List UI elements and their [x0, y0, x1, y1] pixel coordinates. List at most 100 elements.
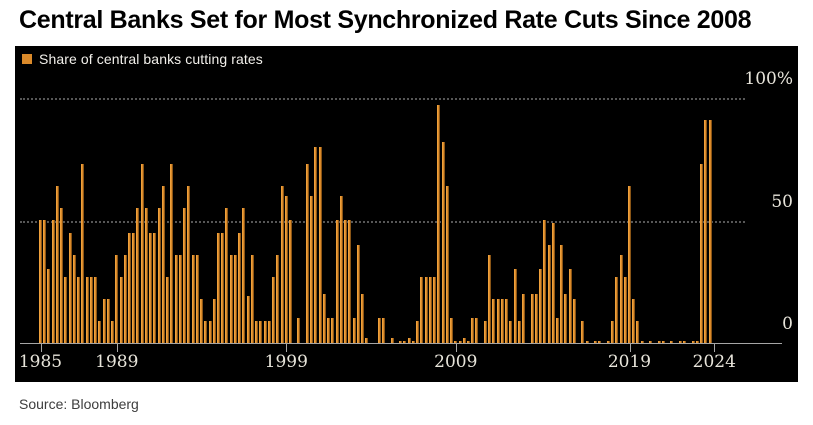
bar: [221, 233, 225, 343]
y-axis-label: 100%: [744, 69, 793, 89]
bar: [585, 341, 589, 343]
bar: [657, 341, 661, 343]
bar: [191, 255, 195, 343]
bar: [267, 321, 271, 343]
bar: [81, 164, 85, 343]
bar: [51, 220, 55, 343]
bar: [242, 208, 246, 343]
bar: [276, 255, 280, 343]
bar: [636, 321, 640, 343]
bar: [127, 233, 131, 343]
gridline-50: [20, 220, 745, 223]
bar: [454, 341, 458, 343]
x-tick: [116, 344, 118, 352]
bar: [170, 164, 174, 343]
bar: [628, 186, 631, 343]
chart-title: Central Banks Set for Most Synchronized …: [19, 6, 752, 34]
bar: [284, 196, 288, 343]
bar: [208, 321, 212, 343]
bar: [60, 208, 64, 343]
bar: [183, 208, 187, 343]
bar: [216, 233, 220, 343]
bar: [263, 321, 267, 343]
bar: [390, 338, 394, 343]
bar: [695, 341, 699, 343]
bar: [606, 341, 610, 343]
bar: [339, 196, 343, 343]
bar: [272, 277, 276, 343]
bar: [43, 220, 47, 343]
gridline-100: [20, 98, 745, 100]
bar: [233, 255, 237, 343]
bar: [344, 220, 348, 343]
source-note: Source: Bloomberg: [19, 396, 139, 412]
bar: [378, 318, 381, 343]
bar: [522, 294, 526, 343]
bar: [361, 294, 365, 343]
bar: [259, 321, 263, 343]
bar: [144, 208, 148, 343]
x-tick-label: 1999: [264, 352, 308, 372]
bar: [619, 255, 623, 343]
bar: [365, 338, 369, 343]
bar: [560, 245, 564, 343]
bar: [229, 255, 233, 343]
bar: [166, 277, 170, 343]
bar: [140, 164, 144, 343]
bar: [212, 299, 216, 343]
bar: [492, 299, 496, 343]
bar: [280, 186, 284, 343]
bar: [543, 220, 547, 343]
bar: [64, 277, 68, 343]
bar: [335, 220, 339, 343]
bar: [200, 299, 204, 343]
bar: [39, 220, 42, 343]
bar: [382, 318, 386, 343]
bar: [670, 341, 674, 343]
bar: [632, 299, 636, 343]
bar: [47, 269, 51, 343]
x-tick: [714, 344, 716, 352]
bar: [555, 318, 559, 343]
bar: [704, 120, 708, 343]
bar: [615, 277, 619, 343]
bar: [132, 233, 136, 343]
bar: [77, 277, 81, 343]
bar: [305, 164, 309, 343]
bar: [428, 277, 432, 343]
bar: [551, 223, 555, 343]
bar: [111, 321, 115, 343]
bar: [568, 269, 572, 343]
bar: [119, 277, 123, 343]
x-tick: [286, 344, 288, 352]
bar: [513, 269, 517, 343]
bar: [700, 164, 704, 343]
legend-label: Share of central banks cutting rates: [39, 51, 263, 67]
x-tick-label: 1985: [18, 352, 63, 372]
bar: [594, 341, 598, 343]
y-axis-label: 0: [782, 314, 793, 334]
y-axis-label: 50: [771, 191, 793, 212]
bar: [517, 321, 521, 343]
bar: [445, 186, 449, 343]
bar: [640, 341, 644, 343]
bar: [411, 341, 415, 343]
bar: [161, 186, 165, 343]
bar: [352, 318, 356, 343]
bar: [115, 255, 119, 343]
bar: [399, 341, 403, 343]
bar: [475, 318, 479, 343]
bar: [458, 341, 462, 343]
bar: [488, 255, 492, 343]
bar: [225, 208, 229, 343]
bar: [204, 321, 208, 343]
bar: [678, 341, 682, 343]
bar: [322, 294, 326, 343]
bar: [153, 233, 157, 343]
bar: [450, 318, 454, 343]
bar: [530, 294, 534, 343]
bar: [483, 321, 487, 343]
bar: [195, 255, 199, 343]
bar: [289, 220, 292, 343]
bar: [238, 233, 242, 343]
